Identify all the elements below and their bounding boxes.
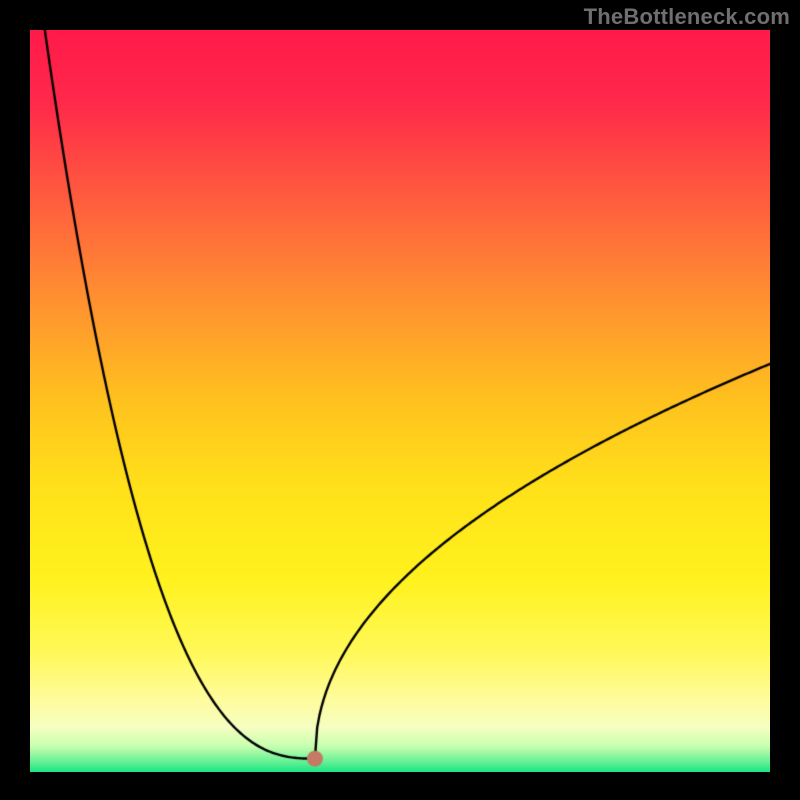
bottleneck-curve bbox=[30, 30, 770, 772]
watermark-text: TheBottleneck.com bbox=[584, 4, 790, 30]
plot-area bbox=[30, 30, 770, 772]
chart-frame: TheBottleneck.com bbox=[0, 0, 800, 800]
